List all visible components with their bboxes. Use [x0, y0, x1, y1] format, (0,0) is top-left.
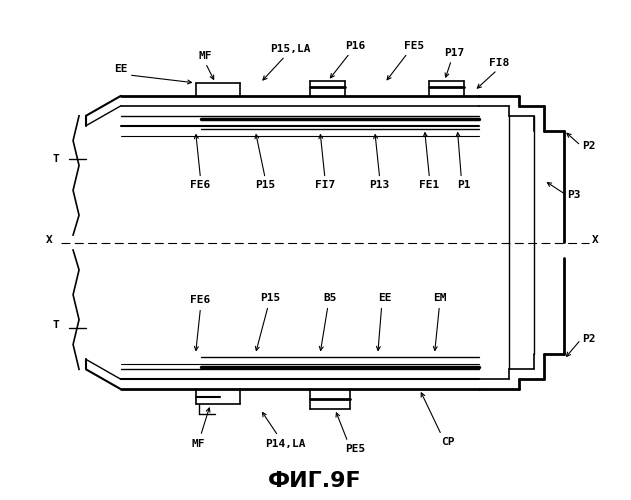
Text: T: T	[53, 320, 59, 330]
Text: EE: EE	[114, 64, 127, 74]
Text: P16: P16	[345, 41, 365, 51]
Text: B5: B5	[323, 292, 337, 302]
Text: FI7: FI7	[315, 180, 335, 190]
Text: MF: MF	[199, 51, 212, 61]
Text: T: T	[53, 154, 59, 164]
Text: FE6: FE6	[191, 180, 211, 190]
Text: P2: P2	[582, 334, 596, 344]
Text: P1: P1	[457, 180, 471, 190]
Text: P15: P15	[255, 180, 275, 190]
Text: FE5: FE5	[404, 41, 425, 51]
Text: P2: P2	[582, 140, 596, 150]
Text: P17: P17	[444, 48, 464, 58]
Text: P15,LA: P15,LA	[270, 44, 310, 54]
Text: X: X	[46, 235, 52, 245]
Text: FE6: FE6	[191, 294, 211, 304]
Text: PE5: PE5	[345, 444, 365, 454]
Text: MF: MF	[192, 439, 205, 449]
Text: EE: EE	[378, 292, 391, 302]
Text: CP: CP	[440, 437, 454, 447]
Text: P14,LA: P14,LA	[265, 439, 305, 449]
Text: FE1: FE1	[420, 180, 440, 190]
Text: X: X	[591, 235, 598, 245]
Text: ФИГ.9F: ФИГ.9F	[268, 470, 362, 490]
Text: P13: P13	[370, 180, 390, 190]
Text: P3: P3	[567, 190, 581, 200]
Text: P15: P15	[260, 292, 280, 302]
Text: FI8: FI8	[489, 58, 509, 68]
Text: EM: EM	[433, 292, 446, 302]
